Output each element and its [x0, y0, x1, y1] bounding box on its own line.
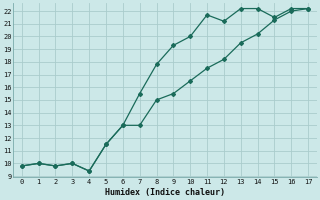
X-axis label: Humidex (Indice chaleur): Humidex (Indice chaleur)	[105, 188, 225, 197]
